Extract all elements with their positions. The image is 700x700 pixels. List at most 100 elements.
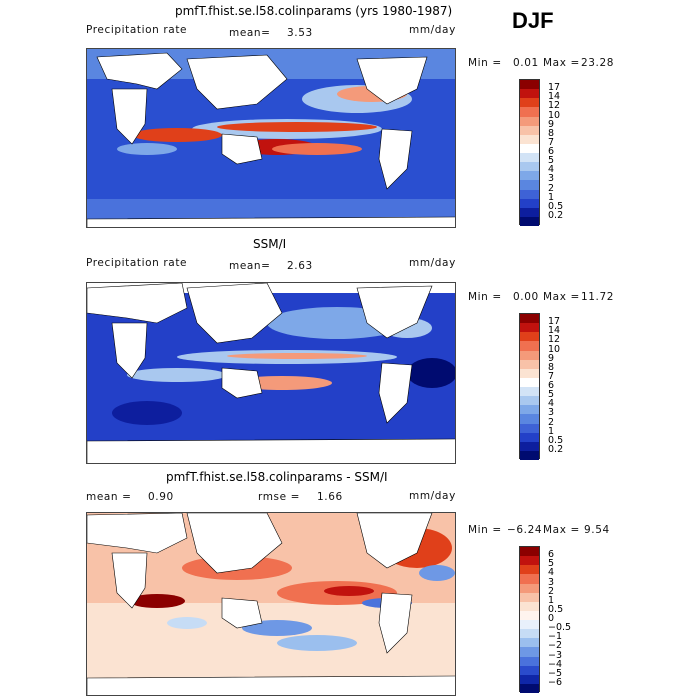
colorbar-swatch: [520, 89, 539, 99]
colorbar-tick-label: 0: [548, 613, 555, 624]
mean-label: mean=: [229, 260, 271, 272]
colorbar-swatch: [520, 143, 539, 153]
colorbar-swatch: [520, 441, 539, 451]
colorbar-swatch: [520, 432, 539, 442]
colorbar-tick-label: −3: [548, 649, 563, 661]
colorbar: [519, 546, 540, 693]
colorbar-tick-label: 5: [548, 558, 555, 570]
colorbar-swatch: [520, 674, 539, 684]
colorbar-tick-label: 0.5: [548, 434, 564, 446]
rmse-value: 1.66: [317, 491, 343, 503]
colorbar-swatch: [520, 216, 539, 226]
units-label: mm/day: [409, 490, 456, 502]
min-value: −6.24: [507, 524, 543, 536]
colorbar-swatch: [520, 574, 539, 584]
colorbar-swatch: [520, 198, 539, 208]
colorbar-tick-label: 0.2: [548, 209, 564, 221]
colorbar-tick-label: 0.5: [548, 603, 564, 615]
colorbar-tick-label: 1: [548, 425, 555, 437]
colorbar-swatch: [520, 350, 539, 360]
map-canvas: [87, 283, 455, 463]
colorbar-tick-label: 12: [548, 100, 561, 112]
colorbar-swatch: [520, 647, 539, 657]
colorbar-tick-label: 17: [548, 316, 561, 328]
colorbar-swatch: [520, 565, 539, 575]
max-label: Max =: [543, 524, 580, 536]
colorbar-tick-label: 3: [548, 173, 555, 185]
colorbar-swatch: [520, 171, 539, 181]
colorbar-tick-label: 5: [548, 155, 555, 167]
colorbar-swatch: [520, 396, 539, 406]
colorbar-tick-label: 10: [548, 109, 561, 121]
colorbar-swatch: [520, 620, 539, 630]
colorbar-tick-label: 8: [548, 361, 555, 373]
panel-title: SSM/I: [253, 237, 287, 251]
colorbar-swatch: [520, 359, 539, 369]
colorbar-swatch: [520, 387, 539, 397]
map-canvas: [87, 513, 455, 695]
colorbar-tick-label: −4: [548, 658, 563, 670]
colorbar-swatch: [520, 656, 539, 666]
max-value: 9.54: [584, 524, 610, 536]
colorbar-swatch: [520, 414, 539, 424]
colorbar-swatch: [520, 207, 539, 217]
colorbar-tick-label: 0.2: [548, 443, 564, 455]
colorbar-tick-label: 1: [548, 594, 555, 606]
min-label: Min =: [468, 291, 502, 303]
colorbar-tick-label: −2: [548, 640, 563, 652]
min-label: Min =: [468, 57, 502, 69]
max-label: Max =: [543, 291, 580, 303]
colorbar-swatch: [520, 592, 539, 602]
colorbar-swatch: [520, 314, 539, 324]
mean-label: mean =: [86, 491, 132, 503]
colorbar-swatch: [520, 98, 539, 108]
colorbar-tick-label: −0.5: [548, 622, 572, 634]
colorbar-swatch: [520, 323, 539, 333]
colorbar-swatch: [520, 107, 539, 117]
max-value: 11.72: [581, 291, 615, 303]
colorbar-swatch: [520, 423, 539, 433]
colorbar-tick-label: 6: [548, 380, 555, 391]
min-value: 0.01: [513, 57, 539, 69]
colorbar-tick-label: 4: [548, 398, 555, 410]
mean-value: 0.90: [148, 491, 174, 503]
colorbar-swatch: [520, 134, 539, 144]
colorbar-tick-label: 7: [548, 370, 555, 382]
mean-value: 2.63: [287, 260, 313, 272]
colorbar-tick-label: 5: [548, 389, 555, 401]
colorbar-swatch: [520, 583, 539, 593]
colorbar-tick-label: −6: [548, 676, 563, 688]
colorbar-tick-label: 6: [548, 549, 555, 561]
colorbar-tick-label: 14: [548, 325, 561, 337]
colorbar-swatch: [520, 638, 539, 648]
colorbar-swatch: [520, 153, 539, 163]
colorbar-swatch: [520, 665, 539, 675]
colorbar-tick-label: −1: [548, 631, 563, 643]
colorbar: [519, 313, 540, 460]
colorbar-swatch: [520, 80, 539, 90]
variable-label: Precipitation rate: [86, 24, 188, 36]
colorbar-tick-label: 10: [548, 343, 561, 355]
units-label: mm/day: [409, 24, 456, 36]
colorbar-tick-label: 4: [548, 164, 555, 176]
colorbar-swatch: [520, 189, 539, 199]
max-value: 23.28: [581, 57, 615, 69]
colorbar-swatch: [520, 405, 539, 415]
difference-map: [86, 512, 456, 696]
colorbar-swatch: [520, 162, 539, 172]
precip-map: [86, 282, 456, 464]
mean-value: 3.53: [287, 27, 313, 39]
colorbar-swatch: [520, 377, 539, 387]
colorbar-swatch: [520, 547, 539, 557]
colorbar-swatch: [520, 450, 539, 460]
colorbar-tick-label: 9: [548, 352, 555, 364]
max-label: Max =: [543, 57, 580, 69]
colorbar-swatch: [520, 332, 539, 342]
mean-label: mean=: [229, 27, 271, 39]
map-canvas: [87, 49, 455, 227]
colorbar-swatch: [520, 180, 539, 190]
colorbar-tick-label: 3: [548, 407, 555, 419]
colorbar-tick-label: 0.5: [548, 200, 564, 212]
min-label: Min =: [468, 524, 502, 536]
colorbar-tick-label: 2: [548, 182, 555, 194]
